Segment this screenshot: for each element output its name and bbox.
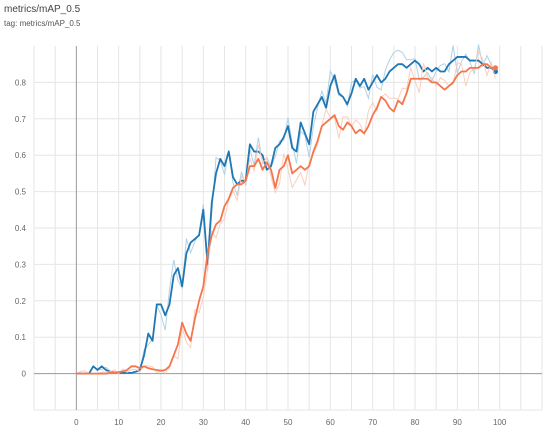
raw-line-orange <box>76 50 496 375</box>
y-tick-label: 0.7 <box>15 115 27 124</box>
y-tick-label: 0.4 <box>15 224 27 233</box>
chart-tag: tag: metrics/mAP_0.5 <box>4 19 81 28</box>
grid <box>33 46 543 411</box>
x-tick-label: 70 <box>368 418 377 427</box>
x-tick-label: 20 <box>157 418 166 427</box>
series-end-point-orange <box>492 65 499 71</box>
y-tick-label: 0 <box>22 370 27 379</box>
y-tick-label: 0.1 <box>15 333 27 342</box>
y-tick-label: 0.6 <box>15 151 27 160</box>
x-tick-label: 90 <box>453 418 462 427</box>
tick-labels: 0 10 20 30 40 50 60 70 80 90 100 0 0.1 0.2 0.3 0.4 0.5 0.… <box>15 78 507 427</box>
x-tick-label: 0 <box>74 418 79 427</box>
x-tick-label: 30 <box>199 418 208 427</box>
x-tick-label: 10 <box>114 418 123 427</box>
x-tick-label: 40 <box>241 418 250 427</box>
series <box>76 44 499 375</box>
raw-line-blue <box>76 44 496 375</box>
y-tick-label: 0.8 <box>15 78 27 87</box>
series-line-orange <box>76 63 496 375</box>
x-tick-label: 60 <box>326 418 335 427</box>
y-tick-label: 0.2 <box>15 297 27 306</box>
chart-title: metrics/mAP_0.5 <box>4 4 81 15</box>
y-tick-label: 0.5 <box>15 188 27 197</box>
x-tick-label: 50 <box>284 418 293 427</box>
x-tick-label: 80 <box>411 418 420 427</box>
x-tick-label: 100 <box>493 418 507 427</box>
series-line-blue <box>76 56 497 375</box>
y-tick-label: 0.3 <box>15 260 27 269</box>
